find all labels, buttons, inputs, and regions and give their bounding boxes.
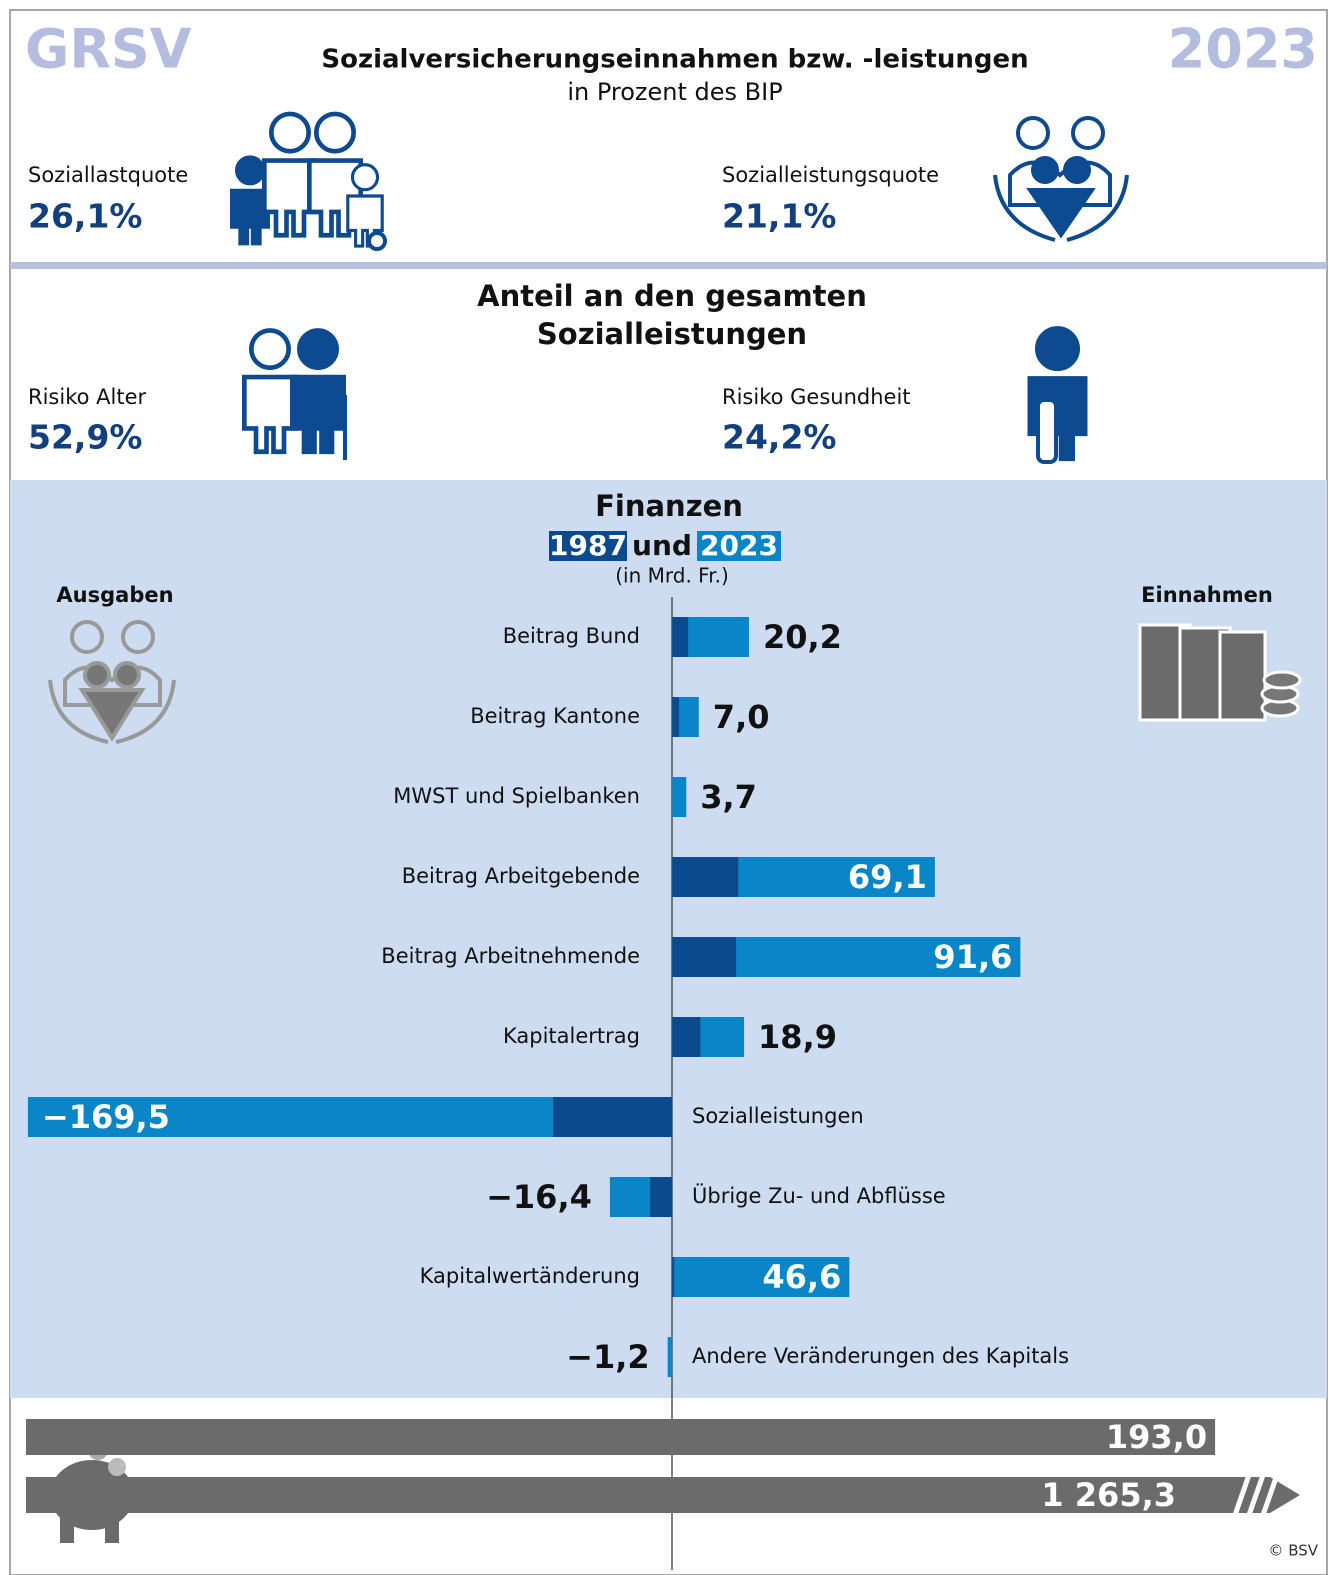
value-label: 46,6 (762, 1258, 841, 1296)
quota-value: 21,1% (722, 197, 837, 236)
bar (672, 1017, 700, 1057)
bar (672, 1257, 674, 1297)
chart-subtitle: (in Mrd. Fr.) (615, 564, 729, 588)
value-label: −169,5 (42, 1098, 170, 1136)
category-label: Beitrag Arbeitnehmende (381, 944, 640, 968)
bar (553, 1097, 672, 1137)
value-label: 20,2 (763, 618, 842, 656)
category-label: Beitrag Kantone (470, 704, 640, 728)
value-label: 3,7 (700, 778, 757, 816)
quota-value: 26,1% (28, 197, 143, 236)
value-label: 91,6 (933, 938, 1012, 976)
bar (672, 937, 736, 977)
side-label: Einnahmen (1141, 583, 1273, 607)
legend-label: 1987 (549, 529, 627, 562)
chart-title: Finanzen (595, 489, 743, 523)
legend-joiner: und (632, 529, 692, 562)
quota-label: Sozialleistungsquote (722, 163, 939, 187)
bar (672, 857, 738, 897)
year: 2023 (1168, 18, 1318, 81)
infographic: GRSV 2023 Sozialversicherungseinnahmen b… (0, 0, 1333, 1575)
category-label: Andere Veränderungen des Kapitals (692, 1344, 1069, 1368)
category-label: Beitrag Bund (503, 624, 640, 648)
section-title: Anteil an den gesamten (477, 279, 867, 313)
bar (26, 1419, 1215, 1455)
share-value: 24,2% (722, 418, 837, 457)
category-label: MWST und Spielbanken (393, 784, 640, 808)
quota-label: Soziallastquote (28, 163, 188, 187)
value-label: 193,0 (1106, 1418, 1207, 1456)
share-value: 52,9% (28, 418, 143, 457)
value-label: 1 265,3 (1041, 1476, 1176, 1514)
value-label: 69,1 (848, 858, 927, 896)
logo: GRSV (25, 18, 192, 81)
bar (668, 1337, 673, 1377)
side-label: Ausgaben (56, 583, 173, 607)
value-label: −16,4 (486, 1178, 592, 1216)
category-label: Kapitalwertänderung (420, 1264, 640, 1288)
bar (672, 617, 688, 657)
section-title: Sozialleistungen (537, 317, 807, 351)
separator (10, 262, 1327, 269)
finance-panel (10, 480, 1327, 1398)
bar (650, 1177, 672, 1217)
share-label: Risiko Alter (28, 385, 146, 409)
category-label: Beitrag Arbeitgebende (402, 864, 640, 888)
category-label: Übrige Zu- und Abflüsse (692, 1183, 946, 1208)
category-label: Sozialleistungen (692, 1104, 864, 1128)
value-label: 18,9 (758, 1018, 837, 1056)
bar (672, 777, 686, 817)
share-label: Risiko Gesundheit (722, 385, 911, 409)
bar (672, 697, 679, 737)
category-label: Kapitalertrag (503, 1024, 640, 1048)
subtitle: in Prozent des BIP (567, 78, 782, 106)
legend-label: 2023 (700, 529, 778, 562)
value-label: −1,2 (566, 1338, 650, 1376)
title: Sozialversicherungseinnahmen bzw. -leist… (321, 45, 1028, 75)
value-label: 7,0 (713, 698, 770, 736)
footer: © BSV (1268, 1542, 1318, 1560)
